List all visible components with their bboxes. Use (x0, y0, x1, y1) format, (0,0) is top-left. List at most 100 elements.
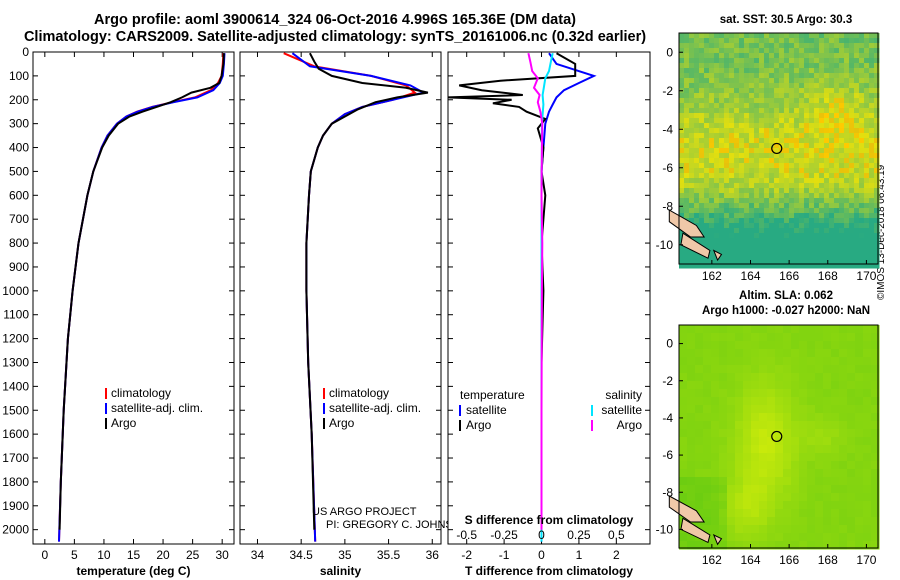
map-cell (855, 525, 864, 534)
map-cell (784, 33, 790, 39)
map-cell (714, 188, 720, 194)
map-cell (774, 263, 780, 269)
map-cell (829, 43, 835, 49)
map-cell (709, 133, 715, 139)
map-cell (804, 233, 810, 239)
map-cell (687, 477, 696, 486)
map-cell (734, 183, 740, 189)
altim_sla-lat-label: -2 (662, 374, 673, 388)
map-cell (854, 118, 860, 124)
map-cell (789, 48, 795, 54)
map-cell (871, 397, 880, 406)
map-cell (749, 33, 755, 39)
map-cell (864, 183, 870, 189)
island-landmass (712, 533, 723, 546)
map-cell (727, 405, 736, 414)
map-cell (744, 213, 750, 219)
map-cell (849, 143, 855, 149)
map-cell (794, 138, 800, 144)
map-cell (854, 233, 860, 239)
map-cell (804, 198, 810, 204)
map-cell (759, 198, 765, 204)
map-cell (794, 208, 800, 214)
map-cell (779, 188, 785, 194)
map-cell (839, 193, 845, 199)
map-cell (855, 421, 864, 430)
map-cell (743, 477, 752, 486)
map-cell (754, 258, 760, 264)
island-landmass (668, 209, 706, 238)
map-cell (679, 173, 685, 179)
legend-label: climatology (329, 386, 389, 400)
map-cell (804, 223, 810, 229)
altim_sla-lon-label: 166 (779, 553, 799, 567)
map-cell (739, 203, 745, 209)
map-cell (823, 541, 832, 550)
map-cell (744, 128, 750, 134)
map-cell (729, 93, 735, 99)
map-cell (694, 103, 700, 109)
map-cell (814, 123, 820, 129)
map-cell (815, 437, 824, 446)
map-cell (799, 437, 808, 446)
map-cell (779, 113, 785, 119)
map-cell (743, 469, 752, 478)
map-cell (679, 193, 685, 199)
map-cell (774, 103, 780, 109)
map-cell (711, 325, 720, 334)
map-cell (775, 365, 784, 374)
map-cell (804, 203, 810, 209)
map-cell (815, 509, 824, 518)
map-cell (809, 253, 815, 259)
map-cell (759, 168, 765, 174)
map-cell (789, 163, 795, 169)
map-cell (719, 68, 725, 74)
map-cell (744, 228, 750, 234)
map-cell (849, 128, 855, 134)
map-cell (751, 421, 760, 430)
map-cell (694, 88, 700, 94)
map-cell (849, 88, 855, 94)
map-cell (739, 93, 745, 99)
map-cell (869, 108, 875, 114)
map-cell (794, 248, 800, 254)
map-cell (823, 477, 832, 486)
map-cell (824, 228, 830, 234)
map-cell (751, 405, 760, 414)
map-cell (799, 183, 805, 189)
map-cell (839, 357, 848, 366)
map-cell (759, 218, 765, 224)
map-cell (854, 93, 860, 99)
map-cell (844, 148, 850, 154)
salinity-diff-axis-label: S difference from climatology (465, 513, 634, 527)
map-cell (719, 118, 725, 124)
map-cell (775, 533, 784, 542)
map-cell (834, 68, 840, 74)
map-cell (789, 63, 795, 69)
sat_sst-lon-label: 166 (779, 269, 799, 283)
map-cell (799, 118, 805, 124)
map-cell (709, 193, 715, 199)
map-cell (784, 178, 790, 184)
map-cell (684, 33, 690, 39)
map-cell (874, 163, 880, 169)
map-cell (739, 223, 745, 229)
map-cell (864, 83, 870, 89)
map-cell (703, 413, 712, 422)
map-cell (809, 168, 815, 174)
map-cell (695, 501, 704, 510)
map-cell (869, 248, 875, 254)
map-cell (864, 213, 870, 219)
map-cell (783, 445, 792, 454)
map-cell (804, 158, 810, 164)
map-cell (799, 168, 805, 174)
map-cell (819, 258, 825, 264)
map-cell (871, 349, 880, 358)
map-cell (864, 133, 870, 139)
map-cell (854, 213, 860, 219)
map-cell (695, 493, 704, 502)
map-cell (724, 123, 730, 129)
map-cell (874, 88, 880, 94)
map-cell (871, 325, 880, 334)
map-cell (839, 153, 845, 159)
